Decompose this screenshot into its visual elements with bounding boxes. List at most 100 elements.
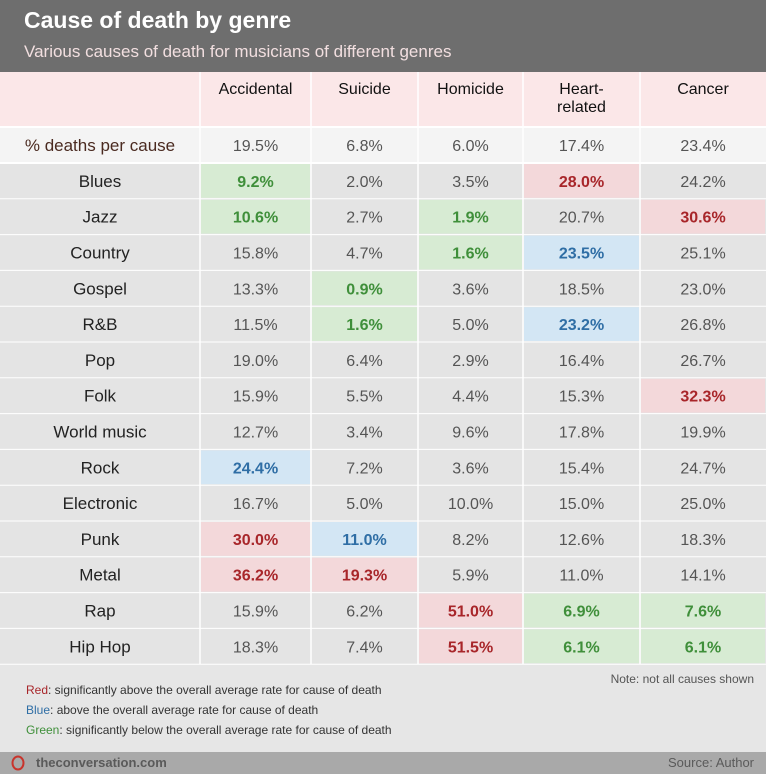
highlight-cell — [524, 235, 639, 270]
value-cell: 15.0% — [559, 496, 604, 513]
genre-label: Gospel — [73, 279, 127, 298]
summary-value: 6.8% — [346, 138, 382, 155]
highlight-cell — [312, 307, 417, 341]
value-cell: 2.9% — [452, 353, 488, 370]
column-header-cancer: Cancer — [677, 81, 729, 98]
value-cell: 15.8% — [233, 246, 278, 263]
value-cell: 13.3% — [233, 281, 278, 298]
highlight-cell — [201, 522, 310, 556]
value-cell: 9.2% — [237, 174, 273, 191]
genre-label: Rap — [84, 602, 115, 621]
highlight-cell — [201, 450, 310, 485]
value-cell: 10.6% — [233, 210, 278, 227]
value-cell: 6.1% — [563, 639, 599, 656]
value-cell: 4.4% — [452, 389, 488, 406]
legend-green-text: : significantly below the overall averag… — [59, 723, 392, 737]
legend: Red: significantly above the overall ave… — [0, 680, 766, 752]
genre-label: Metal — [79, 566, 121, 585]
footer-bar: theconversation.com Source: Author — [0, 752, 766, 774]
value-cell: 5.0% — [346, 496, 382, 513]
value-cell: 3.6% — [452, 460, 488, 477]
value-cell: 18.3% — [233, 639, 278, 656]
value-cell: 12.6% — [559, 532, 604, 549]
value-cell: 36.2% — [233, 568, 278, 585]
value-cell: 24.7% — [680, 460, 725, 477]
value-cell: 24.2% — [680, 174, 725, 191]
value-cell: 25.0% — [680, 496, 725, 513]
summary-row-bg — [0, 127, 766, 163]
legend-green-key: Green — [26, 723, 60, 737]
header-row-bg — [0, 72, 766, 127]
value-cell: 16.7% — [233, 496, 278, 513]
value-cell: 2.7% — [346, 210, 382, 227]
value-cell: 7.4% — [346, 639, 382, 656]
genre-label: Jazz — [83, 208, 118, 227]
value-cell: 7.2% — [346, 460, 382, 477]
value-cell: 14.1% — [680, 568, 725, 585]
genre-label: Country — [70, 244, 130, 263]
legend-green: Green: significantly below the overall a… — [26, 723, 392, 737]
value-cell: 11.0% — [342, 532, 386, 549]
legend-red-key: Red — [26, 683, 49, 697]
value-cell: 18.5% — [559, 281, 604, 298]
value-cell: 3.4% — [346, 425, 382, 442]
value-cell: 23.2% — [559, 317, 604, 334]
genre-label: Punk — [81, 530, 120, 549]
highlight-cell — [641, 593, 765, 628]
highlight-cell — [524, 164, 639, 198]
legend-blue: Blue: above the overall average rate for… — [26, 703, 318, 717]
column-header-heart-related: Heart- — [559, 81, 603, 98]
value-cell: 5.0% — [452, 317, 488, 334]
value-cell: 24.4% — [233, 460, 278, 477]
value-cell: 6.9% — [563, 604, 599, 621]
highlight-cell — [524, 629, 639, 664]
genre-label: Rock — [81, 458, 120, 477]
value-cell: 18.3% — [680, 532, 725, 549]
genre-label: World music — [53, 423, 147, 442]
column-header-heart-related: related — [557, 99, 606, 116]
value-cell: 26.8% — [680, 317, 725, 334]
highlight-cell — [312, 557, 417, 592]
column-header-suicide: Suicide — [338, 81, 391, 98]
highlight-cell — [419, 629, 522, 664]
value-cell: 5.9% — [452, 568, 488, 585]
column-header-accidental: Accidental — [219, 81, 293, 98]
brand-link[interactable]: theconversation.com — [36, 755, 167, 770]
highlight-cell — [201, 199, 310, 234]
highlight-cell — [201, 164, 310, 198]
value-cell: 19.3% — [342, 568, 387, 585]
value-cell: 20.7% — [559, 210, 604, 227]
value-cell: 19.9% — [680, 425, 725, 442]
value-cell: 32.3% — [680, 389, 725, 406]
value-cell: 15.4% — [559, 460, 604, 477]
legend-red: Red: significantly above the overall ave… — [26, 683, 382, 697]
value-cell: 25.1% — [680, 246, 725, 263]
highlight-cell — [312, 522, 417, 556]
value-cell: 30.6% — [680, 210, 725, 227]
value-cell: 51.5% — [448, 639, 493, 656]
header-bar: Cause of death by genre Various causes o… — [0, 0, 766, 72]
value-cell: 15.3% — [559, 389, 604, 406]
genre-label: Blues — [79, 172, 122, 191]
legend-blue-text: : above the overall average rate for cau… — [50, 703, 319, 717]
conversation-logo-icon — [11, 755, 25, 771]
value-cell: 11.5% — [233, 317, 277, 334]
value-cell: 3.5% — [452, 174, 488, 191]
highlight-cell — [524, 307, 639, 341]
chart-subtitle: Various causes of death for musicians of… — [24, 42, 452, 61]
value-cell: 4.7% — [346, 246, 382, 263]
highlight-cell — [641, 629, 765, 664]
value-cell: 23.0% — [680, 281, 725, 298]
value-cell: 0.9% — [346, 281, 382, 298]
legend-red-text: : significantly above the overall averag… — [48, 683, 382, 697]
highlight-cell — [201, 557, 310, 592]
value-cell: 1.9% — [452, 210, 488, 227]
column-header-homicide: Homicide — [437, 81, 504, 98]
genre-label: Pop — [85, 351, 115, 370]
summary-value: 19.5% — [233, 138, 278, 155]
highlight-cell — [419, 199, 522, 234]
value-cell: 28.0% — [559, 174, 604, 191]
highlight-cell — [524, 593, 639, 628]
highlight-cell — [641, 199, 765, 234]
